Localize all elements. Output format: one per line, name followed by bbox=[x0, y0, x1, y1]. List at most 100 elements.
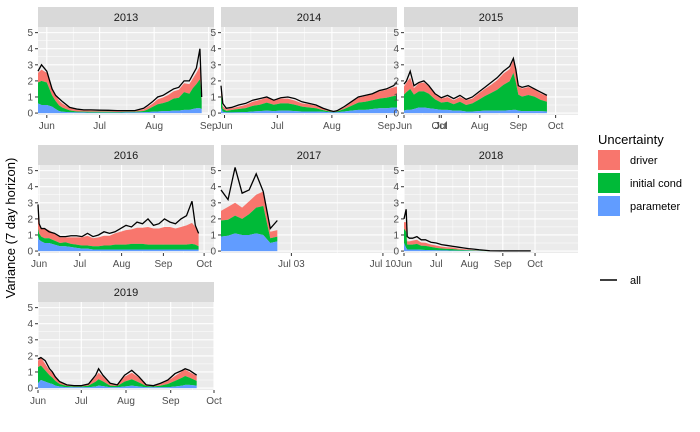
legend-label-driver: driver bbox=[630, 155, 658, 167]
facet-panel-2018: 2018 0 1 2 3 4 5 Jun Jul Aug Sep Oct bbox=[393, 145, 578, 270]
legend-key-driver bbox=[598, 150, 620, 170]
facet-strip bbox=[38, 7, 214, 27]
y-tick-label: 2 bbox=[393, 76, 399, 87]
area-initial-cond bbox=[404, 228, 531, 252]
facet-strip bbox=[404, 145, 578, 165]
x-tick-label: Jul 03 bbox=[278, 259, 305, 270]
y-tick-label: 2 bbox=[27, 76, 33, 87]
y-tick-label: 2 bbox=[210, 214, 216, 225]
y-tick-label: 0 bbox=[27, 384, 33, 395]
x-tick-label: Sep bbox=[378, 121, 396, 132]
y-tick-label: 0 bbox=[210, 109, 216, 120]
y-tick-label: 1 bbox=[27, 367, 33, 378]
y-tick-label: 3 bbox=[393, 60, 399, 71]
line-all bbox=[220, 167, 278, 230]
x-tick-label: Jul bbox=[430, 259, 443, 270]
x-tick-label: Sep bbox=[200, 121, 218, 132]
line-all bbox=[37, 356, 198, 387]
facet-strip-label: 2018 bbox=[479, 150, 503, 162]
y-tick-label: 4 bbox=[393, 182, 399, 193]
area-parameter bbox=[38, 236, 199, 252]
y-tick-label: 3 bbox=[27, 335, 33, 346]
area-initial-cond bbox=[221, 206, 278, 244]
area-driver bbox=[38, 206, 199, 247]
x-tick-label: Jun bbox=[31, 259, 47, 270]
facet-strip-label: 2013 bbox=[114, 12, 138, 24]
y-tick-label: 3 bbox=[27, 60, 33, 71]
y-tick-label: 0 bbox=[27, 247, 33, 258]
x-tick-label: Jun bbox=[396, 259, 412, 270]
y-tick-label: 4 bbox=[27, 44, 33, 55]
line-all bbox=[220, 82, 398, 113]
facet-strip bbox=[404, 7, 578, 27]
facet-panel-2019: 2019 0 1 2 3 4 5 Jun Jul Aug Sep Oct bbox=[27, 282, 222, 407]
x-tick-label: Oct bbox=[196, 259, 212, 270]
x-tick-label: Oct bbox=[527, 259, 543, 270]
y-tick-label: 4 bbox=[27, 182, 33, 193]
area-driver bbox=[221, 86, 397, 113]
x-tick-label: Sep bbox=[162, 396, 180, 407]
y-tick-label: 2 bbox=[27, 214, 33, 225]
facet-strip bbox=[221, 7, 397, 27]
legend-label-initial: initial cond bbox=[630, 178, 682, 190]
x-tick-label: Oct bbox=[431, 121, 447, 132]
y-tick-label: 0 bbox=[393, 247, 399, 258]
y-tick-label: 2 bbox=[27, 351, 33, 362]
area-initial-cond bbox=[38, 365, 197, 388]
area-parameter bbox=[221, 107, 397, 114]
y-tick-label: 5 bbox=[393, 28, 399, 39]
facet-panel-2017: 2017 0 1 2 3 4 5 Jul 03 Jul 10 bbox=[210, 145, 397, 270]
line-all bbox=[403, 209, 531, 252]
x-tick-label: Jul bbox=[435, 121, 448, 132]
area-driver bbox=[38, 66, 202, 112]
gridlines bbox=[221, 27, 397, 115]
x-tick-label: Aug bbox=[323, 121, 341, 132]
y-tick-label: 5 bbox=[393, 166, 399, 177]
area-initial-cond bbox=[38, 79, 202, 113]
line-all bbox=[403, 56, 548, 101]
y-tick-label: 5 bbox=[27, 166, 33, 177]
y-tick-label: 5 bbox=[210, 28, 216, 39]
facet-strip-label: 2017 bbox=[297, 150, 321, 162]
legend-items: driver initial cond parameter bbox=[598, 150, 682, 216]
y-tick-label: 2 bbox=[210, 76, 216, 87]
area-driver bbox=[404, 59, 547, 106]
x-tick-label: Jun bbox=[39, 121, 55, 132]
area-initial-cond bbox=[38, 228, 199, 250]
facet-strip-label: 2019 bbox=[114, 287, 138, 299]
facet-strip-label: 2014 bbox=[297, 12, 321, 24]
x-tick-label: Aug bbox=[113, 259, 131, 270]
area-parameter bbox=[404, 243, 531, 252]
area-parameter bbox=[38, 380, 197, 389]
facet-strip-label: 2016 bbox=[114, 150, 138, 162]
facet-panel-2015: 2015 0 1 2 3 4 5 Jun Jul Aug Sep Oct bbox=[393, 7, 578, 132]
line-all bbox=[37, 48, 203, 112]
x-tick-label: Jul bbox=[75, 396, 88, 407]
x-tick-label: Jul bbox=[93, 121, 106, 132]
legend-line-all-label: all bbox=[630, 275, 641, 287]
area-initial-cond bbox=[221, 95, 397, 113]
area-initial-cond bbox=[404, 72, 547, 112]
y-tick-label: 3 bbox=[393, 198, 399, 209]
y-tick-label: 0 bbox=[393, 109, 399, 120]
legend-label-parameter: parameter bbox=[630, 201, 680, 213]
facet-strip-label: 2015 bbox=[479, 12, 503, 24]
y-tick-label: 3 bbox=[210, 60, 216, 71]
x-tick-label: Oct bbox=[206, 396, 222, 407]
y-axis-label: Variance (7 day horizon) bbox=[3, 158, 18, 299]
x-tick-label: Sep bbox=[155, 259, 173, 270]
y-tick-label: 4 bbox=[210, 182, 216, 193]
panel-background bbox=[404, 165, 578, 253]
x-tick-label: Jun bbox=[216, 121, 232, 132]
y-tick-label: 1 bbox=[210, 230, 216, 241]
y-tick-label: 1 bbox=[27, 92, 33, 103]
y-tick-label: 4 bbox=[27, 319, 33, 330]
y-tick-label: 1 bbox=[393, 230, 399, 241]
y-tick-label: 1 bbox=[393, 92, 399, 103]
facet-panel-2016: 2016 0 1 2 3 4 5 Jun Jul Aug Sep Oct bbox=[27, 145, 214, 270]
facet-strip bbox=[38, 145, 214, 165]
x-tick-label: Jul 10 bbox=[370, 259, 397, 270]
y-tick-label: 1 bbox=[210, 92, 216, 103]
